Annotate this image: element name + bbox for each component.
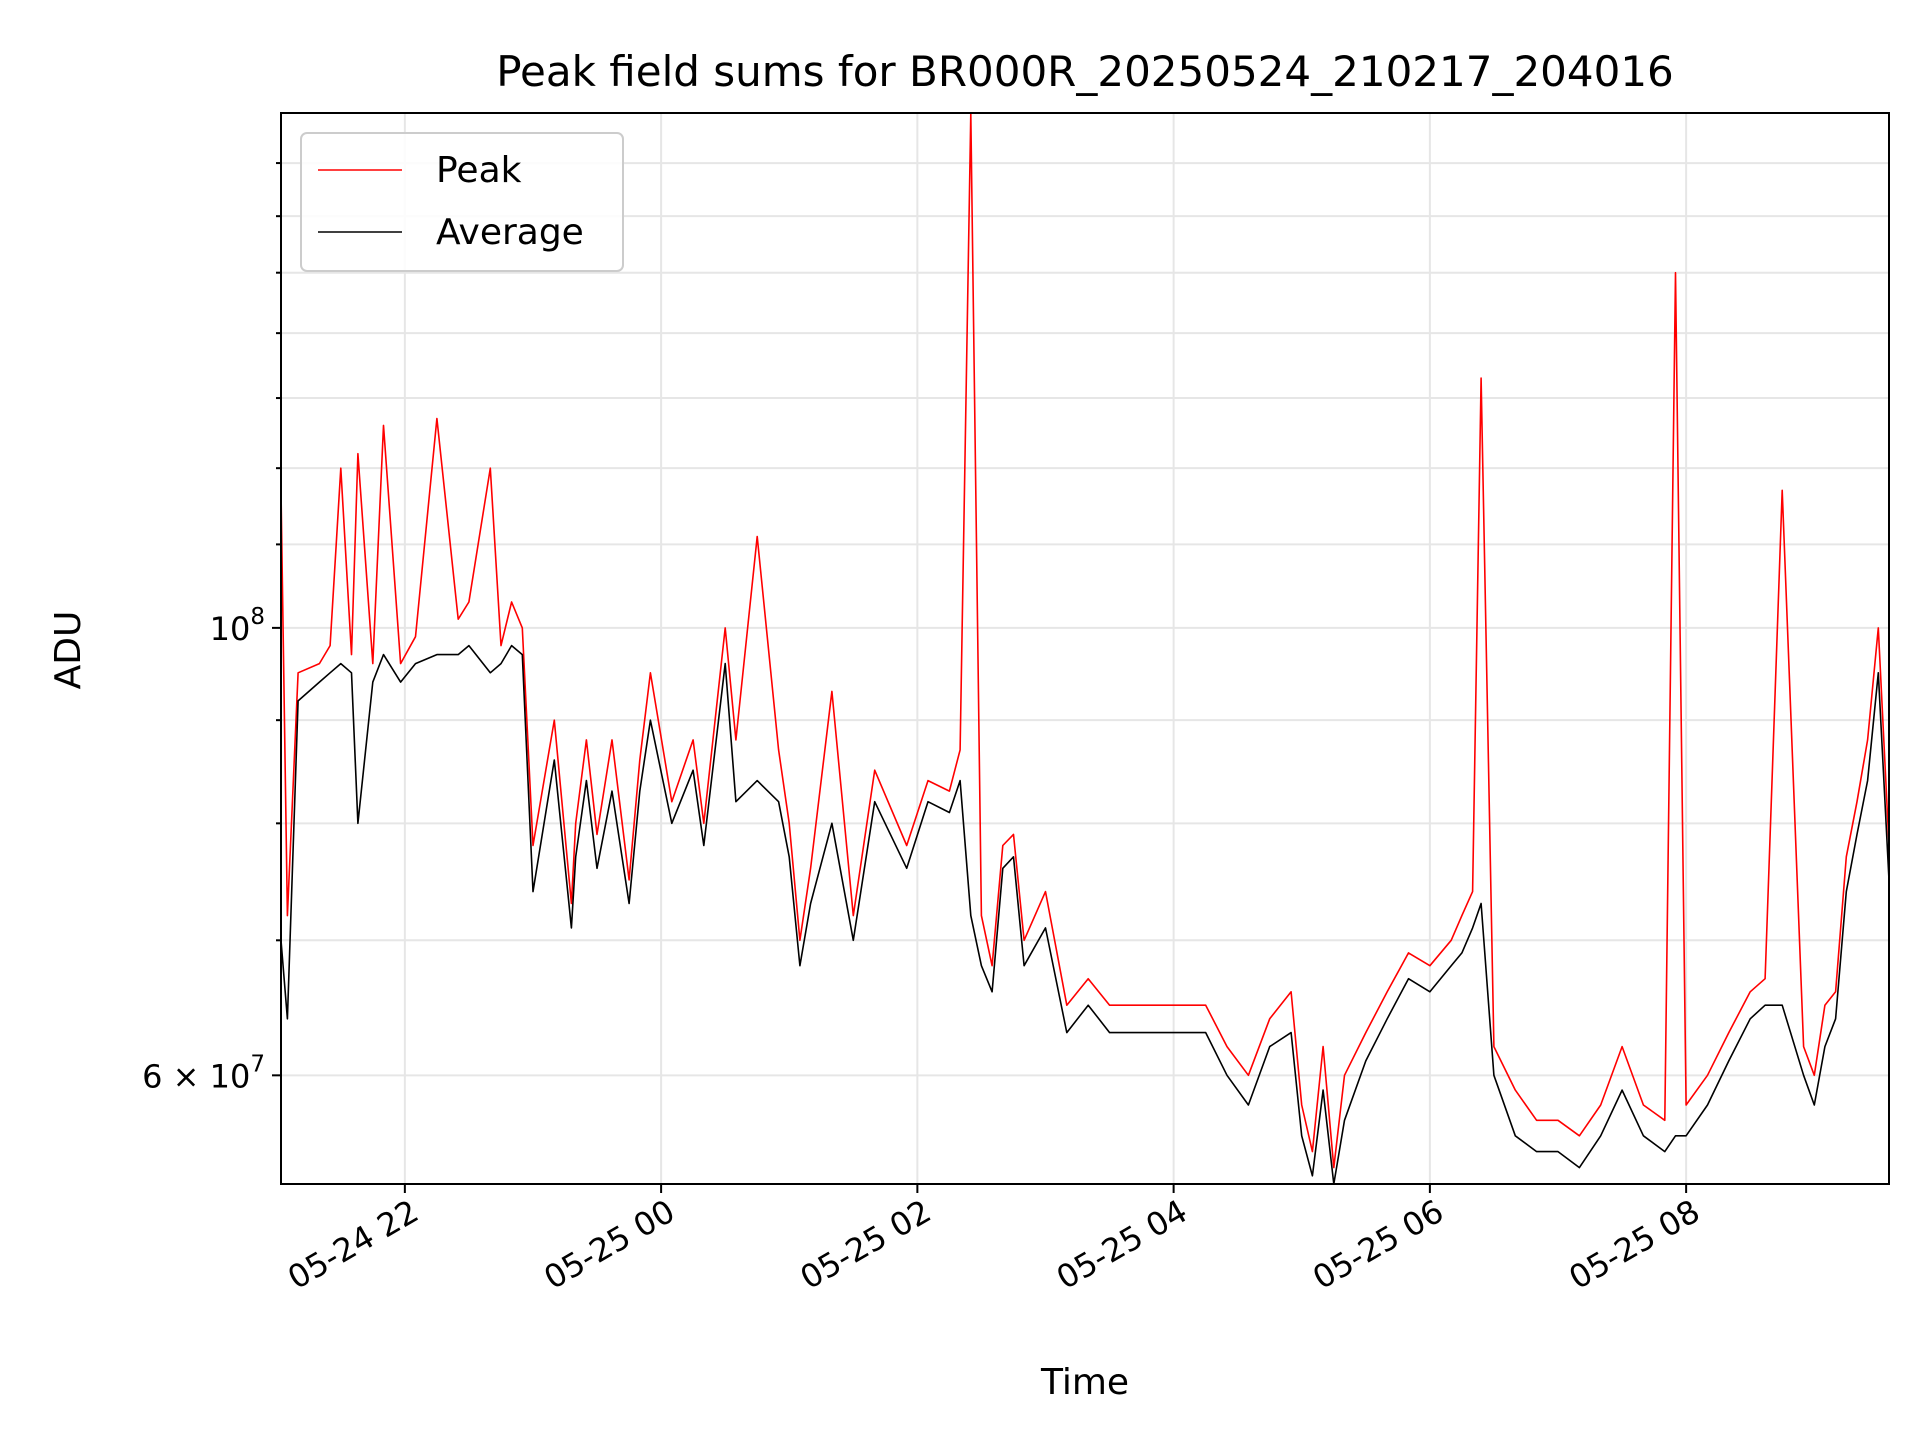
legend-box (300, 132, 624, 272)
x-tick-label: 05-25 00 (538, 1192, 682, 1297)
x-tick-label: 05-25 02 (794, 1192, 938, 1297)
chart-title: Peak field sums for BR000R_20250524_2102… (496, 47, 1674, 96)
grid (281, 113, 1889, 1184)
y-axis: 108 6 × 107 (142, 162, 281, 1095)
legend: Peak Average (300, 132, 624, 272)
legend-average-label: Average (436, 212, 584, 253)
series-line-average (281, 644, 1889, 1184)
x-axis-label: Time (1040, 1362, 1129, 1403)
legend-peak-label: Peak (436, 150, 522, 191)
x-tick-label: 05-25 04 (1050, 1192, 1194, 1297)
x-axis: 05-24 22 05-25 00 05-25 02 05-25 04 05-25 06… (281, 1184, 1706, 1297)
plot-area (281, 113, 1889, 1184)
x-tick-label: 05-25 06 (1306, 1192, 1450, 1297)
x-tick-label: 05-25 08 (1563, 1192, 1707, 1297)
y-axis-label: ADU (48, 611, 89, 690)
y-tick-label: 108 (210, 604, 265, 648)
x-tick-label: 05-24 22 (281, 1192, 425, 1297)
y-tick-label: 6 × 107 (142, 1051, 265, 1095)
plot-frame (280, 112, 1890, 1185)
series-line-peak (281, 113, 1889, 1169)
